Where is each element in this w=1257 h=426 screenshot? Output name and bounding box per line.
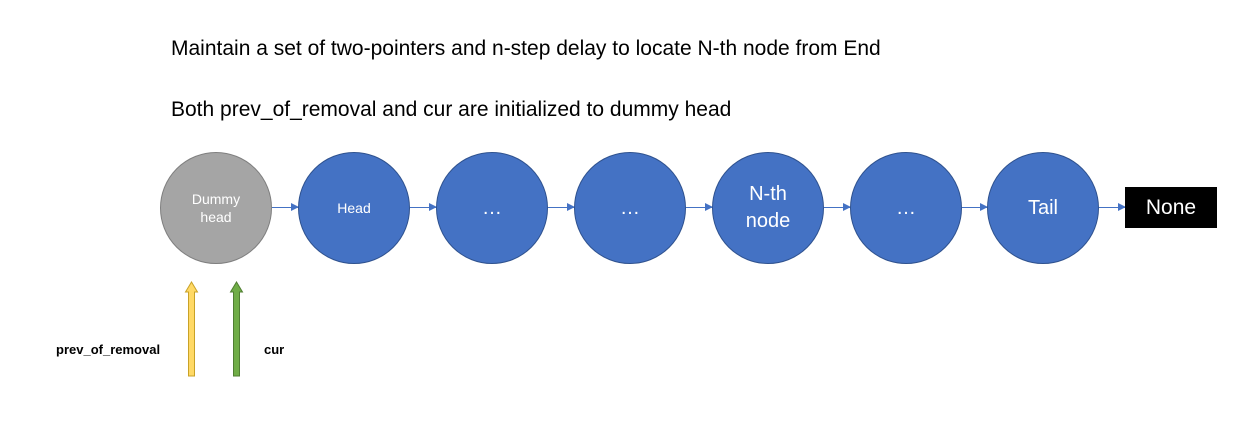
diagram-subtitle: Both prev_of_removal and cur are initial… [171,98,732,121]
link-arrow [548,203,575,211]
node-head: Head [298,152,410,264]
pointer-label-cur: cur [264,342,285,357]
node-none: None [1125,187,1217,228]
diagram-title: Maintain a set of two-pointers and n-ste… [171,37,881,60]
cur-arrow [229,281,244,377]
node-ellipsis: … [436,152,548,264]
link-arrow [272,203,299,211]
node-ellipsis: … [574,152,686,264]
node-ellipsis: … [850,152,962,264]
link-arrow [686,203,713,211]
node-tail: Tail [987,152,1099,264]
link-arrow [824,203,851,211]
link-arrow [1099,203,1126,211]
node-dummy-head: Dummy head [160,152,272,264]
link-arrow [410,203,437,211]
prev-of-removal-arrow [184,281,199,377]
node-nth: N-th node [712,152,824,264]
pointer-label-prev-of-removal: prev_of_removal [56,342,161,357]
link-arrow [962,203,988,211]
